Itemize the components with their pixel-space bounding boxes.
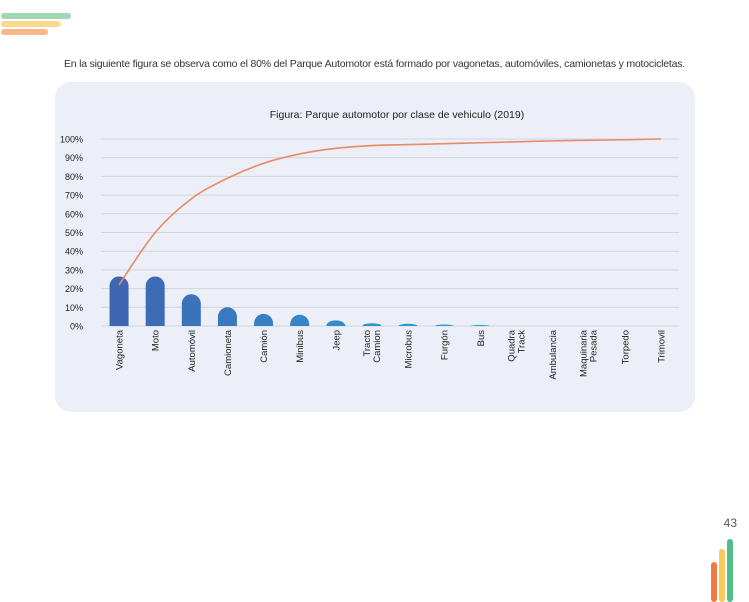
x-tick-label: QuadraTrack [506,329,527,361]
bar [362,323,382,326]
bar [181,294,201,326]
x-tick-label: Bus [476,330,487,347]
x-tick-label: Moto [151,330,162,351]
x-tick-label: TractoCamion [362,330,383,363]
page-number: 43 [723,516,737,530]
y-tick-label: 30% [65,265,83,275]
x-tick-label: Ambulancia [548,329,559,379]
bar [398,323,418,326]
x-tick-label: Furgón [440,330,451,360]
bar [217,307,237,326]
x-tick-label: Camioneta [223,329,234,376]
y-tick-label: 0% [70,322,83,332]
decor-bar-yellow [1,21,61,27]
x-tick-label: Minibus [295,330,306,363]
x-tick-label: MaquinariaPesada [579,329,600,377]
pareto-chart: Figura: Parque automotor por clase de ve… [60,109,679,380]
y-tick-label: 70% [65,191,83,201]
y-tick-label: 10% [65,303,83,313]
bar [254,313,274,326]
y-tick-label: 50% [65,228,83,238]
y-tick-label: 40% [65,247,83,257]
decor-bar-yellow-br [719,549,725,602]
y-tick-label: 100% [60,135,83,145]
intro-text: En la siguiente figura se observa como e… [63,58,686,70]
x-tick-label: Vagoneta [115,329,126,370]
bar [290,314,310,326]
decor-bar-orange [1,29,48,35]
x-tick-label: Camión [259,330,270,363]
decor-bar-orange-br [711,562,717,602]
y-tick-label: 60% [65,209,83,219]
bar [145,276,165,326]
chart-title: Figura: Parque automotor por clase de ve… [270,109,524,121]
bar [109,276,129,326]
bar [434,324,454,326]
decor-bar-green-br [727,539,733,602]
y-tick-label: 80% [65,172,83,182]
x-tick-label: Jeep [331,330,342,351]
x-tick-label: Trimovil [656,330,667,363]
decor-bar-green [1,13,71,19]
bar [326,320,346,326]
cumulative-line [118,138,661,286]
y-tick-label: 90% [65,153,83,163]
bar [470,324,490,326]
x-tick-label: Torpedo [620,330,631,364]
chart-panel: Figura: Parque automotor por clase de ve… [55,82,695,412]
y-tick-label: 20% [65,284,83,294]
x-tick-label: Automóvil [187,330,198,372]
x-tick-label: Microbus [404,330,415,369]
